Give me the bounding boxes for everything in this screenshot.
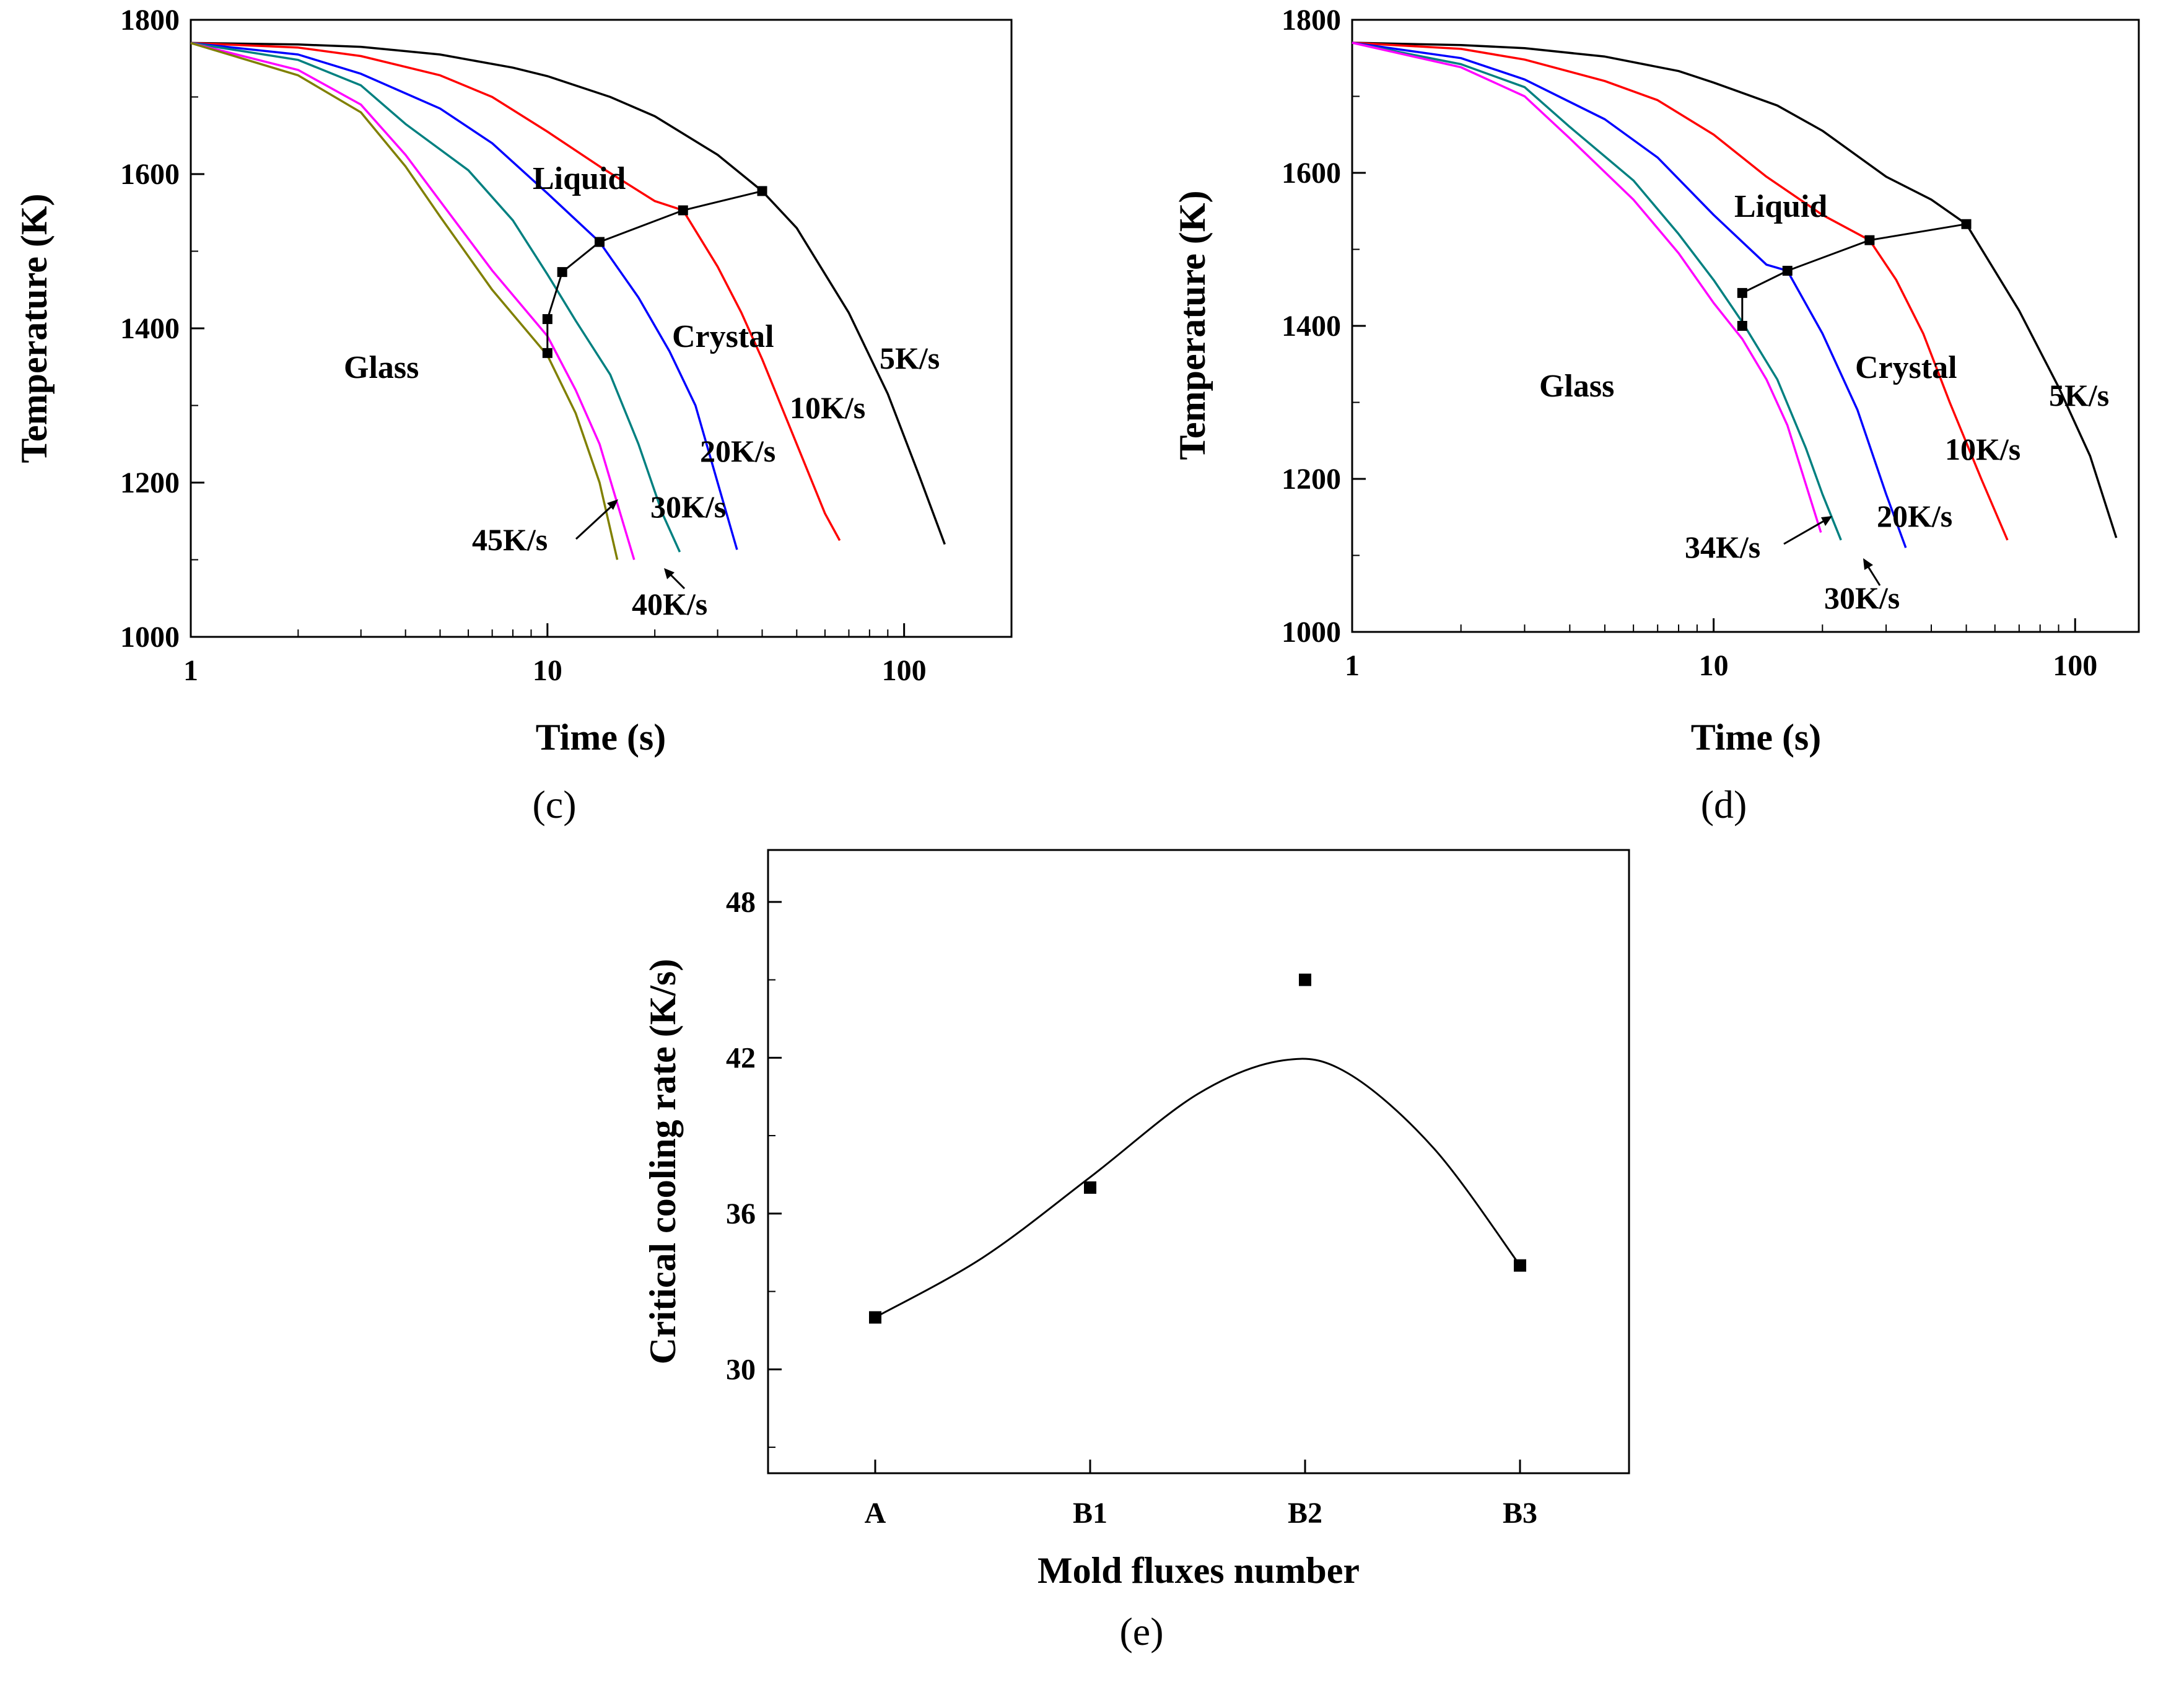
e-y-tick-label: 42 [726, 1041, 756, 1074]
arrow-head-d-30 [1863, 558, 1873, 570]
rate-label-c-5: 5K/s [880, 341, 940, 375]
d-y-tick-label: 1400 [1282, 310, 1341, 343]
y-axis-title-c: Temperature (K) [14, 194, 55, 463]
chart-panel-e: A B1 B2 B3 30 36 42 48 Mold fluxes number Criti… [642, 849, 1630, 1654]
c-y-tick-label: 1000 [120, 621, 180, 654]
c-boundary-point [557, 267, 567, 278]
c-boundary-point [542, 314, 553, 325]
region-label-crystal-d: Crystal [1855, 350, 1957, 385]
c-y-tick-label: 1800 [120, 4, 180, 37]
e-data-point-B3 [1514, 1259, 1526, 1272]
e-x-tick-label: B3 [1503, 1497, 1537, 1530]
c-series-30K-s [190, 42, 681, 553]
rate-label-d-34: 34K/s [1685, 530, 1760, 564]
region-label-glass-c: Glass [344, 350, 419, 385]
rate-label-d-20: 20K/s [1877, 499, 1952, 533]
e-y-tick-label: 36 [726, 1198, 756, 1230]
arrow-head-d-34 [1821, 516, 1832, 526]
plot-frame-c [190, 19, 1013, 638]
panel-label-d: (d) [1701, 782, 1747, 826]
e-x-tick-label: B1 [1073, 1497, 1107, 1530]
c-x-tick-label: 10 [533, 654, 562, 687]
x-axis-title-d: Time (s) [1691, 717, 1822, 758]
chart-panel-d: 1 10 100 1000 1200 1400 1600 1800 Time (s) Temp… [1172, 4, 2140, 826]
d-series-30K-s [1352, 42, 1842, 541]
y-axis-title-e: Critical cooling rate (K/s) [642, 959, 683, 1365]
arrow-head-c-40 [664, 568, 675, 579]
d-series-10K-s [1352, 42, 2009, 541]
e-x-tick-label: A [865, 1497, 886, 1530]
y-axis-title-d: Temperature (K) [1172, 191, 1213, 460]
rate-label-c-10: 10K/s [790, 390, 865, 425]
c-y-tick-label: 1200 [120, 466, 180, 499]
c-series-20K-s [190, 42, 738, 550]
arrow-head-c-45 [607, 499, 618, 510]
rate-label-c-20: 20K/s [700, 434, 775, 468]
d-x-tick-label: 1 [1345, 649, 1360, 682]
panel-label-c: (c) [532, 782, 576, 826]
c-series-45K-s [190, 42, 619, 560]
e-data-point-B2 [1299, 973, 1311, 986]
d-x-tick-label: 10 [1699, 649, 1729, 682]
x-axis-title-c: Time (s) [536, 717, 666, 758]
c-x-tick-label: 1 [183, 654, 198, 687]
x-axis-title-e: Mold fluxes number [1037, 1550, 1360, 1591]
c-series-5K-s [190, 42, 946, 545]
d-boundary-point [1737, 287, 1747, 298]
rate-label-c-30: 30K/s [650, 489, 726, 524]
d-series-20K-s [1352, 42, 1907, 548]
d-boundary-point [1961, 219, 1972, 229]
d-y-tick-label: 1000 [1282, 616, 1341, 649]
e-y-tick-label: 30 [726, 1353, 756, 1386]
d-series-5K-s [1352, 42, 2118, 538]
e-data-point-B1 [1084, 1181, 1096, 1194]
c-boundary-point [757, 186, 767, 196]
rate-label-c-40: 40K/s [632, 587, 707, 621]
c-boundary-point [594, 237, 605, 247]
c-boundary-line [546, 190, 762, 353]
e-data-point-A [869, 1311, 881, 1324]
c-series-40K-s [190, 42, 636, 561]
region-label-liquid-c: Liquid [533, 161, 626, 196]
d-boundary-line [1741, 223, 1967, 326]
panel-label-e: (e) [1119, 1610, 1163, 1654]
region-label-crystal-c: Crystal [672, 319, 774, 354]
plot-frame-e [767, 849, 1630, 1474]
rate-label-d-10: 10K/s [1945, 432, 2020, 466]
arrow-c-45 [575, 501, 618, 540]
d-boundary-point [1737, 321, 1747, 331]
c-series-10K-s [190, 42, 841, 541]
d-series-34K-s [1352, 42, 1822, 533]
region-label-liquid-d: Liquid [1734, 189, 1827, 224]
rate-label-d-30: 30K/s [1824, 580, 1900, 615]
e-x-tick-label: B2 [1288, 1497, 1322, 1530]
rate-label-d-5: 5K/s [2049, 378, 2109, 413]
d-boundary-point [1864, 235, 1875, 245]
c-y-tick-label: 1400 [120, 312, 180, 345]
d-x-tick-label: 100 [2053, 649, 2097, 682]
c-boundary-point [678, 205, 688, 216]
region-label-glass-d: Glass [1539, 369, 1614, 404]
arrow-d-34 [1783, 516, 1831, 545]
e-y-tick-label: 48 [726, 886, 756, 919]
d-y-tick-label: 1800 [1282, 4, 1341, 37]
d-y-tick-label: 1200 [1282, 463, 1341, 496]
d-boundary-point [1782, 266, 1793, 276]
d-y-tick-label: 1600 [1282, 157, 1341, 190]
chart-panel-c: 1 10 100 1000 1200 1400 1600 1800 Time (s) Temp… [14, 4, 1013, 826]
e-fit-curve [875, 1058, 1521, 1318]
c-x-tick-label: 100 [882, 654, 927, 687]
rate-label-c-45: 45K/s [472, 522, 548, 557]
c-boundary-point [542, 348, 553, 358]
c-y-tick-label: 1600 [120, 158, 180, 191]
